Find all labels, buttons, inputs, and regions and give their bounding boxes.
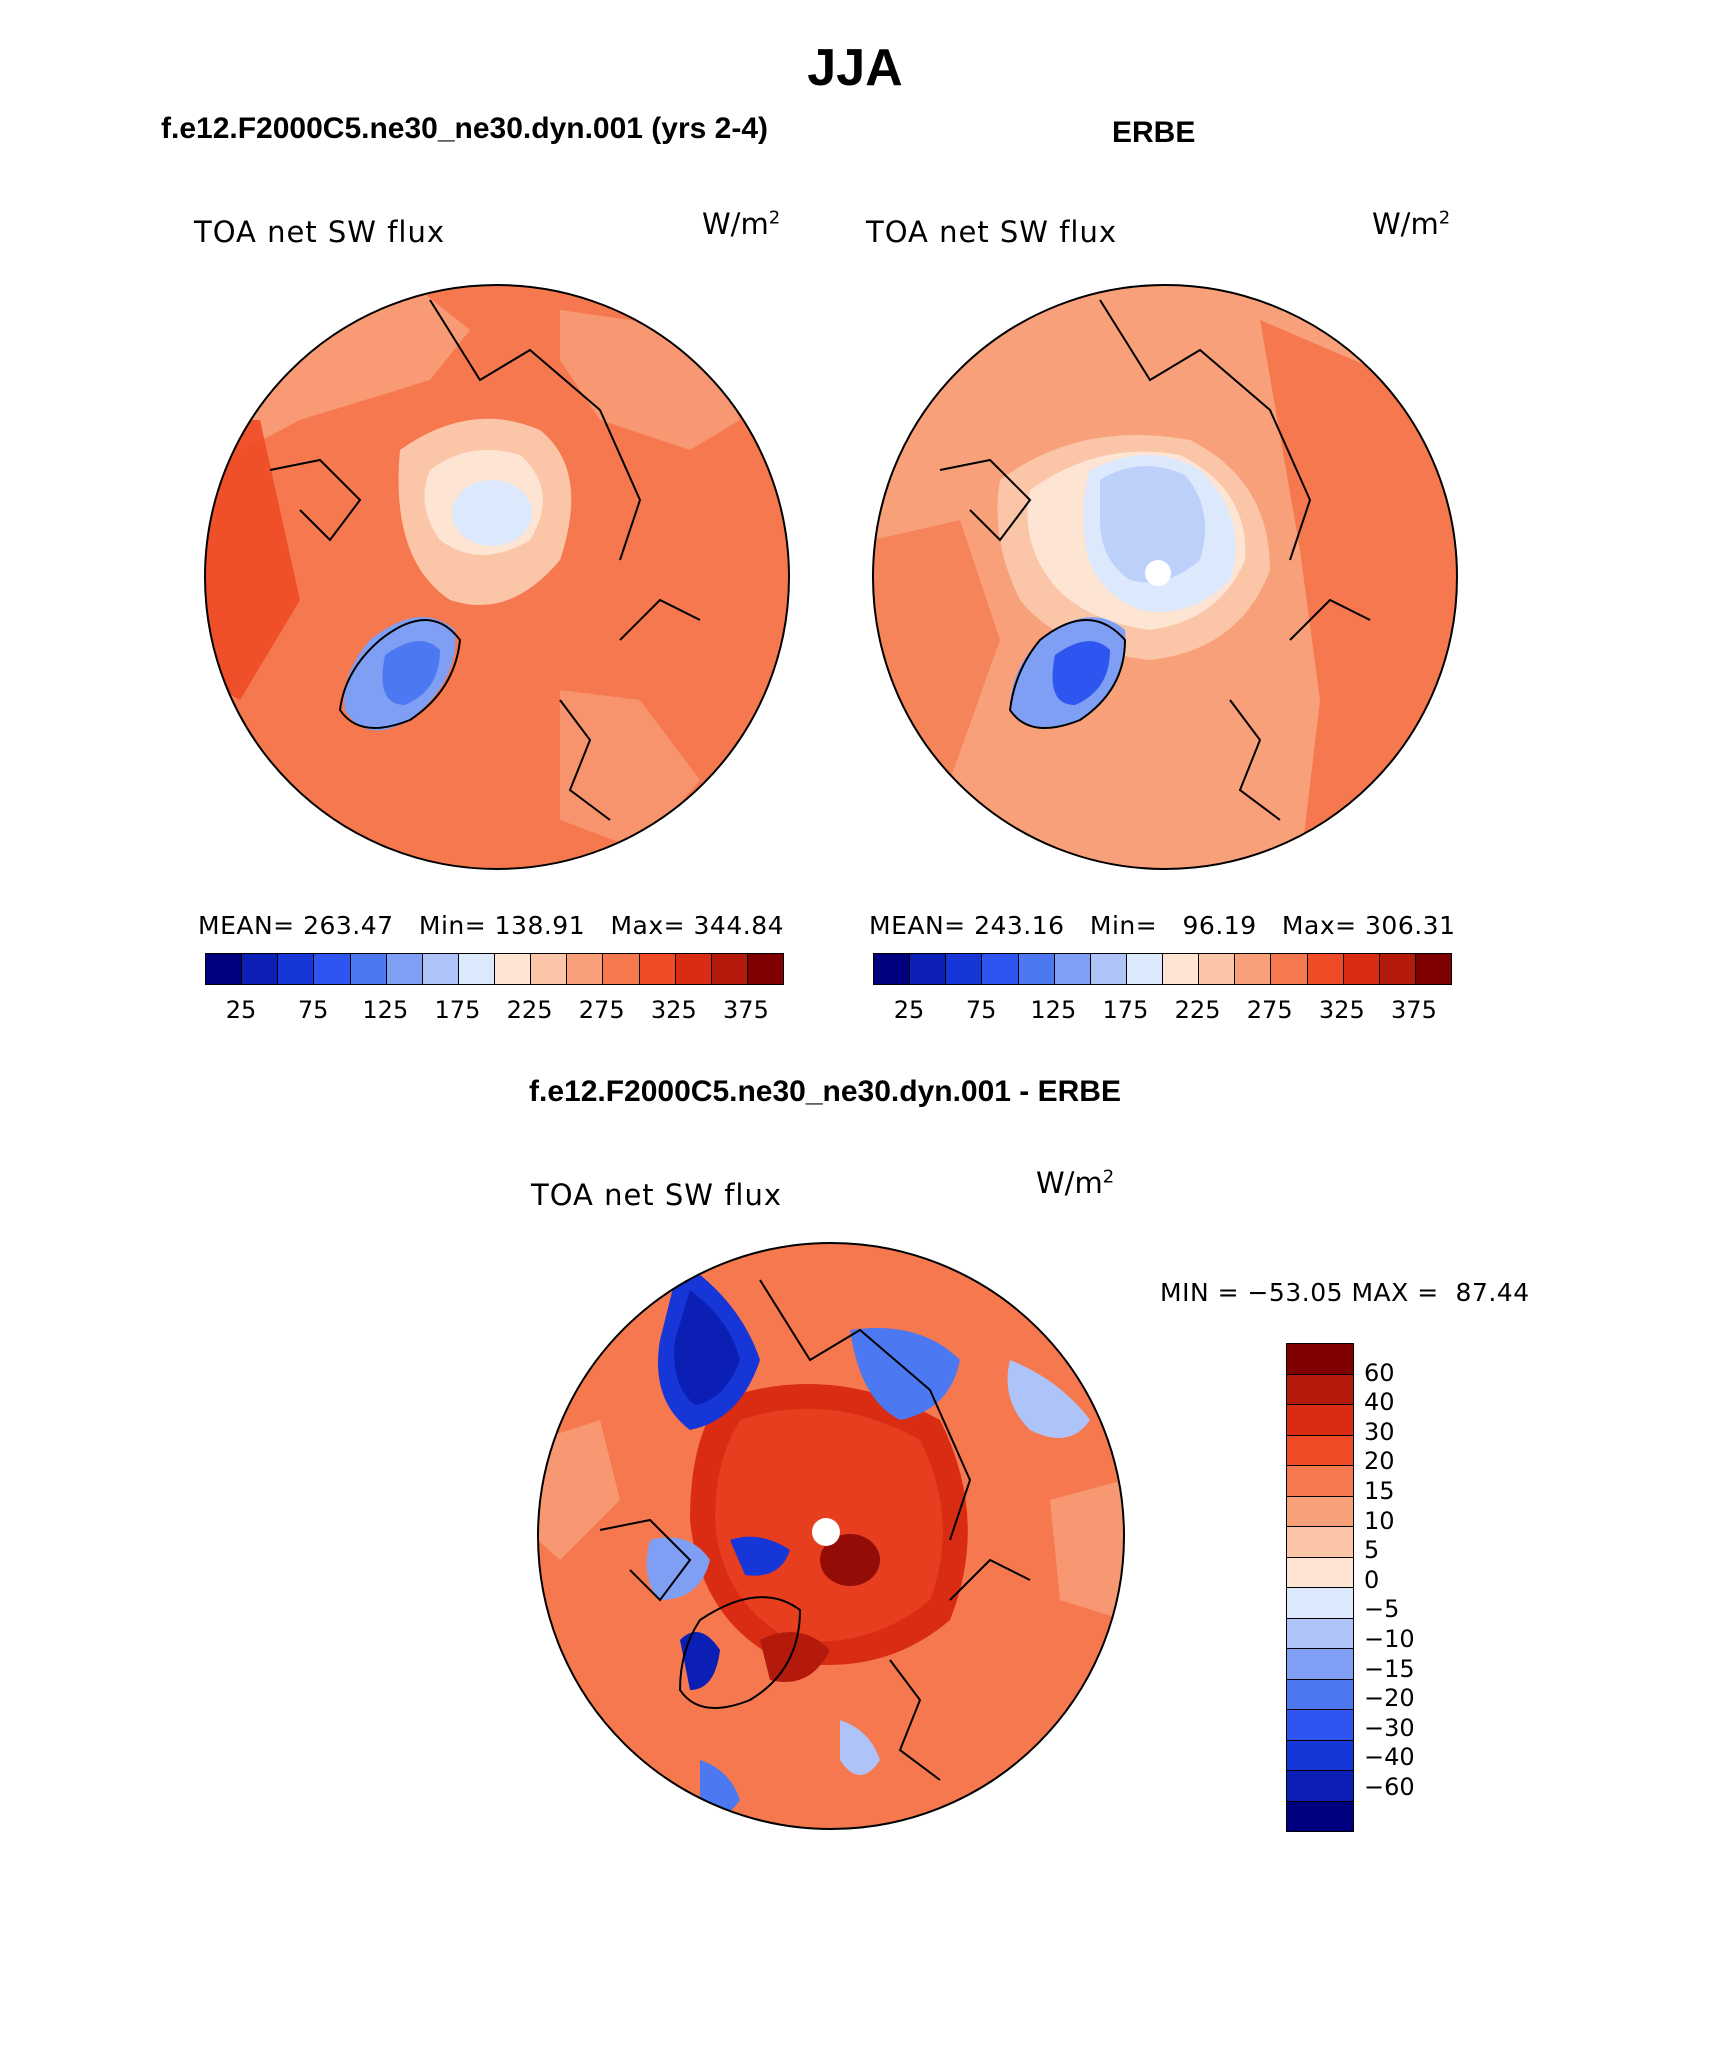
model-units-label: W/m2 [702, 207, 781, 241]
figure-title: JJA [807, 39, 903, 97]
colorbar-swatch [206, 954, 243, 984]
colorbar-swatch [1287, 1618, 1353, 1649]
colorbar-tick-label: −30 [1364, 1713, 1415, 1742]
colorbar-swatch [1163, 954, 1200, 984]
colorbar-swatch [1287, 1435, 1353, 1466]
colorbar-swatch [946, 954, 983, 984]
model-colorbar [205, 953, 784, 985]
colorbar-tick-label: 325 [1318, 996, 1365, 1024]
colorbar-tick-label: −20 [1364, 1684, 1415, 1713]
colorbar-swatch [1287, 1679, 1353, 1710]
colorbar-swatch [242, 954, 279, 984]
model-stats: MEAN= 263.47 Min= 138.91 Max= 344.84 [198, 911, 785, 940]
colorbar-swatch [1287, 1496, 1353, 1527]
colorbar-swatch [386, 954, 423, 984]
colorbar-tick-label: 175 [434, 996, 481, 1024]
diff-colorbar [1286, 1343, 1354, 1832]
colorbar-swatch [1018, 954, 1055, 984]
colorbar-swatch [1126, 954, 1163, 984]
colorbar-swatch [422, 954, 459, 984]
colorbar-tick-label: 60 [1364, 1358, 1395, 1387]
colorbar-swatch [1235, 954, 1272, 984]
colorbar-tick-label: 25 [893, 996, 925, 1024]
colorbar-tick-label: 75 [297, 996, 329, 1024]
diff-units-label: W/m2 [1036, 1166, 1115, 1200]
model-polar-map [204, 284, 790, 870]
colorbar-swatch [1271, 954, 1308, 984]
diff-stats: MIN = −53.05 MAX = 87.44 [1160, 1278, 1530, 1307]
diff-variable-label: TOA net SW flux [531, 1178, 783, 1212]
model-panel-header: f.e12.F2000C5.ne30_ne30.dyn.001 (yrs 2-4… [161, 112, 769, 145]
colorbar-tick-label: 125 [1030, 996, 1077, 1024]
colorbar-swatch [1199, 954, 1236, 984]
colorbar-swatch [495, 954, 532, 984]
obs-stats: MEAN= 243.16 Min= 96.19 Max= 306.31 [869, 911, 1456, 940]
colorbar-tick-label: 225 [1174, 996, 1221, 1024]
colorbar-swatch [1287, 1557, 1353, 1588]
colorbar-swatch [1287, 1344, 1353, 1375]
colorbar-tick-label: −40 [1364, 1743, 1415, 1772]
colorbar-swatch [982, 954, 1019, 984]
colorbar-swatch [1287, 1527, 1353, 1558]
obs-variable-label: TOA net SW flux [866, 215, 1118, 249]
colorbar-swatch [1287, 1588, 1353, 1619]
colorbar-swatch [350, 954, 387, 984]
obs-polar-map [872, 284, 1458, 870]
colorbar-swatch [874, 954, 911, 984]
obs-colorbar [873, 953, 1452, 985]
colorbar-swatch [1287, 1710, 1353, 1741]
colorbar-swatch [1287, 1771, 1353, 1802]
colorbar-tick-label: 225 [506, 996, 553, 1024]
diff-panel-header: f.e12.F2000C5.ne30_ne30.dyn.001 - ERBE [529, 1075, 1121, 1108]
colorbar-swatch [1287, 1801, 1353, 1831]
colorbar-swatch [531, 954, 568, 984]
obs-units-label: W/m2 [1372, 207, 1451, 241]
colorbar-tick-label: 75 [965, 996, 997, 1024]
model-variable-label: TOA net SW flux [194, 215, 446, 249]
colorbar-swatch [1415, 954, 1451, 984]
colorbar-swatch [603, 954, 640, 984]
colorbar-swatch [1307, 954, 1344, 984]
colorbar-tick-label: 375 [723, 996, 769, 1024]
colorbar-tick-label: 30 [1364, 1417, 1395, 1446]
colorbar-swatch [567, 954, 604, 984]
colorbar-tick-label: 10 [1364, 1506, 1395, 1535]
colorbar-tick-label: −15 [1364, 1654, 1415, 1683]
colorbar-swatch [278, 954, 315, 984]
colorbar-swatch [639, 954, 676, 984]
diff-polar-map [537, 1242, 1125, 1830]
colorbar-swatch [314, 954, 351, 984]
colorbar-swatch [1054, 954, 1091, 984]
colorbar-swatch [1287, 1466, 1353, 1497]
colorbar-tick-label: 325 [650, 996, 697, 1024]
colorbar-swatch [1343, 954, 1380, 984]
colorbar-swatch [1379, 954, 1416, 984]
colorbar-tick-label: 375 [1391, 996, 1437, 1024]
colorbar-swatch [1287, 1405, 1353, 1436]
colorbar-swatch [1287, 1374, 1353, 1405]
colorbar-swatch [747, 954, 783, 984]
obs-panel-header: ERBE [1112, 116, 1196, 149]
colorbar-tick-label: 20 [1364, 1447, 1395, 1476]
colorbar-tick-label: 275 [578, 996, 625, 1024]
colorbar-tick-label: 40 [1364, 1388, 1395, 1417]
colorbar-swatch [1287, 1649, 1353, 1680]
colorbar-tick-label: 5 [1364, 1536, 1380, 1565]
colorbar-tick-label: 25 [225, 996, 257, 1024]
colorbar-tick-label: 0 [1364, 1565, 1380, 1594]
colorbar-tick-label: 15 [1364, 1477, 1395, 1505]
colorbar-tick-label: −60 [1364, 1773, 1415, 1801]
colorbar-tick-label: −5 [1364, 1595, 1400, 1624]
colorbar-swatch [1287, 1740, 1353, 1771]
colorbar-swatch [458, 954, 495, 984]
colorbar-swatch [675, 954, 712, 984]
colorbar-swatch [711, 954, 748, 984]
colorbar-tick-label: 125 [362, 996, 409, 1024]
colorbar-swatch [1090, 954, 1127, 984]
colorbar-tick-label: 275 [1246, 996, 1293, 1024]
colorbar-tick-label: −10 [1364, 1625, 1415, 1653]
colorbar-tick-label: 175 [1102, 996, 1149, 1024]
colorbar-swatch [910, 954, 947, 984]
